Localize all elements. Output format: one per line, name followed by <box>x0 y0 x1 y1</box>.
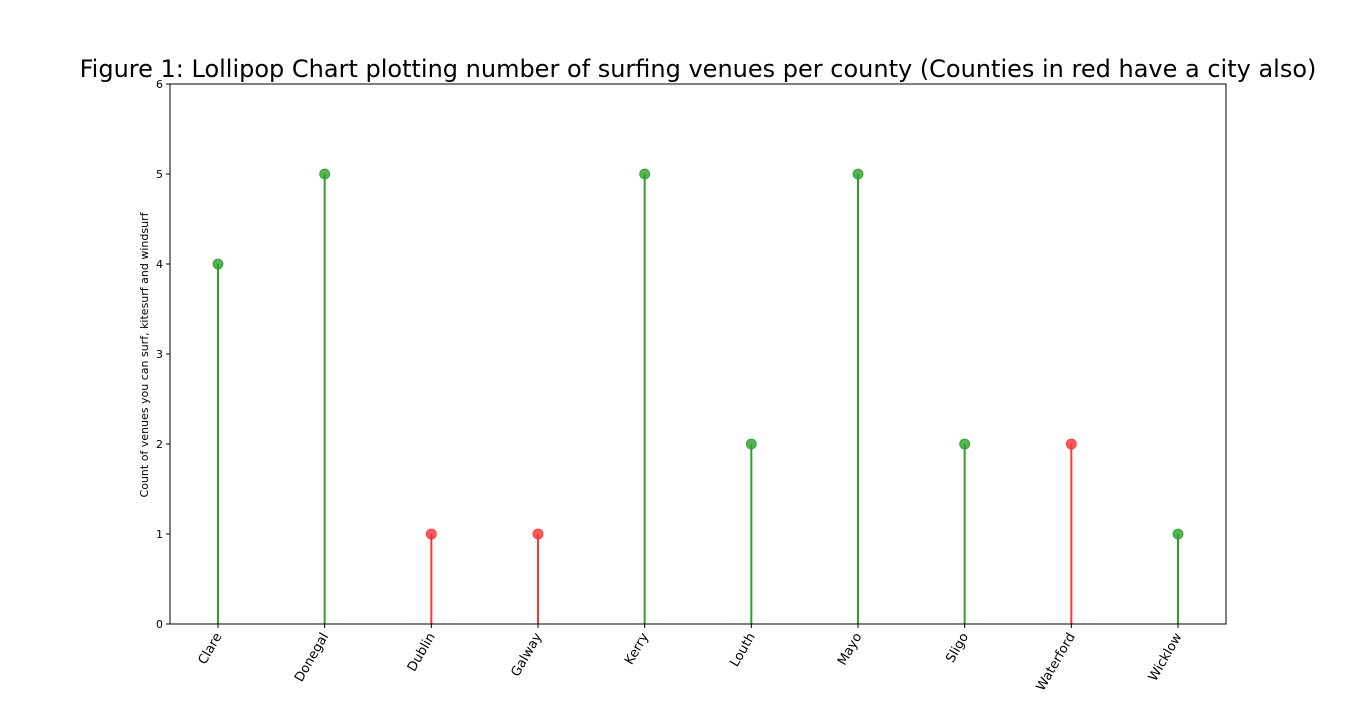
x-tick-label-kerry: Kerry <box>622 630 652 667</box>
lollipop-point-dublin <box>425 528 437 540</box>
lollipop-point-kerry <box>639 168 651 180</box>
y-tick-label: 1 <box>156 528 163 541</box>
y-axis-ticks: 0 1 2 3 4 5 6 <box>156 78 170 631</box>
lollipop-point-mayo <box>852 168 864 180</box>
y-tick-label: 0 <box>156 618 163 631</box>
y-tick-label: 3 <box>156 348 163 361</box>
lollipop-point-wicklow <box>1172 528 1184 540</box>
lollipop-point-waterford <box>1065 438 1077 450</box>
lollipop-point-sligo <box>959 438 971 450</box>
x-tick-label-sligo: Sligo <box>943 630 972 665</box>
y-tick-label: 5 <box>156 168 163 181</box>
y-tick-label: 4 <box>156 258 163 271</box>
x-tick-label-donegal: Donegal <box>292 631 332 685</box>
plot-area <box>212 168 1184 624</box>
x-tick-label-mayo: Mayo <box>835 630 865 668</box>
lollipop-point-louth <box>745 438 757 450</box>
lollipop-point-donegal <box>319 168 331 180</box>
chart-title: Figure 1: Lollipop Chart plotting number… <box>80 55 1317 83</box>
x-tick-label-dublin: Dublin <box>405 631 439 675</box>
y-tick-label: 2 <box>156 438 163 451</box>
x-tick-label-galway: Galway <box>508 630 545 679</box>
x-tick-label-louth: Louth <box>728 631 759 670</box>
lollipop-point-galway <box>532 528 544 540</box>
y-axis-label: Count of venues you can surf, kitesurf a… <box>138 211 151 497</box>
x-tick-label-waterford: Waterford <box>1034 631 1079 694</box>
x-axis-ticks: Clare Donegal Dublin Galway Kerry Louth Mayo Sl… <box>196 624 1186 694</box>
x-tick-label-clare: Clare <box>196 631 226 668</box>
plot-frame <box>169 83 1227 625</box>
x-tick-label-wicklow: Wicklow <box>1146 630 1186 684</box>
y-tick-label: 6 <box>156 78 163 91</box>
lollipop-point-clare <box>212 258 224 270</box>
